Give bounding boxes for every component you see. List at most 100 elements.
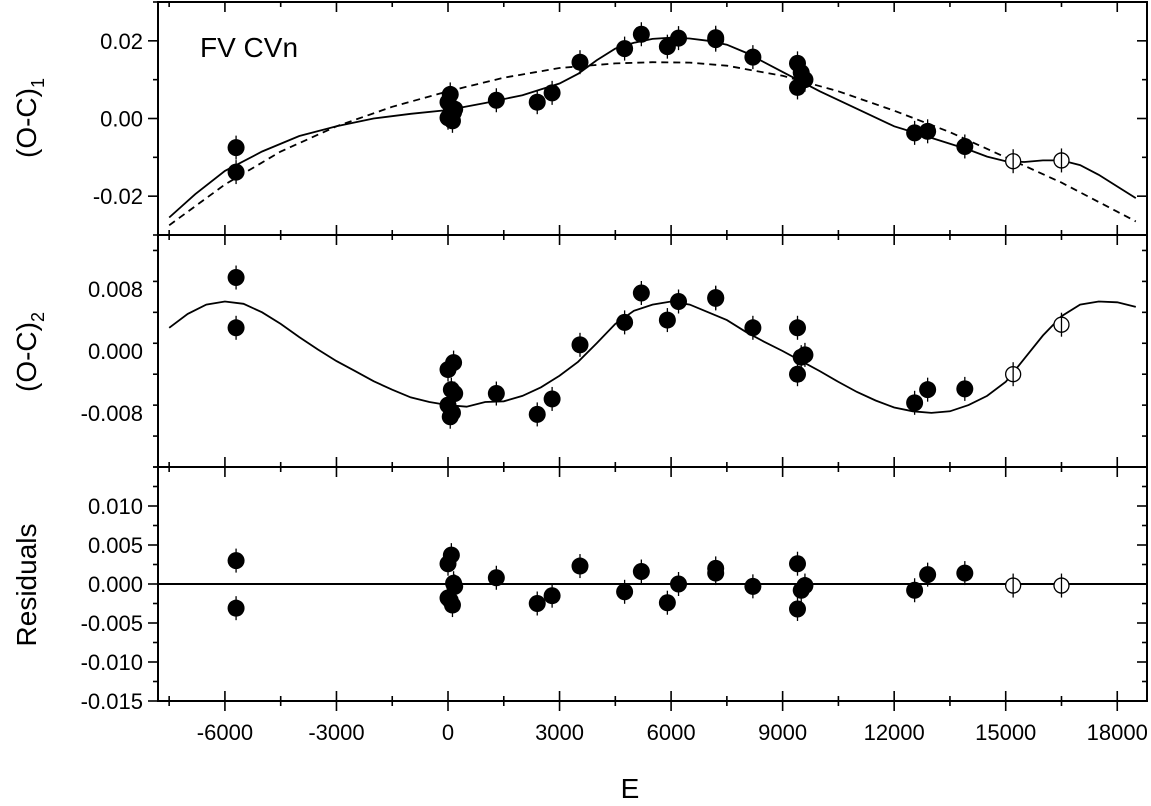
data-point-filled	[744, 574, 761, 598]
data-point-filled	[633, 281, 650, 305]
data-point-filled	[228, 136, 245, 160]
data-marker-filled	[956, 565, 973, 582]
data-marker-filled	[228, 319, 245, 336]
x-tick-label: 0	[442, 720, 454, 745]
series-group-top	[169, 22, 1136, 225]
data-point-filled	[744, 316, 761, 340]
y-tick-label: -0.008	[81, 401, 143, 426]
x-tick-label: 9000	[758, 720, 807, 745]
y-tick-label: -0.010	[81, 650, 143, 675]
data-marker-filled	[744, 319, 761, 336]
x-tick-label: 15000	[975, 720, 1036, 745]
data-point-open	[1006, 149, 1021, 173]
panel-middle: -0.0080.0000.008	[81, 235, 1147, 467]
series-group-bottom	[158, 543, 1147, 621]
panel-frame-middle	[158, 235, 1147, 467]
y-tick-label: 0.000	[88, 572, 143, 597]
data-marker-filled	[789, 555, 806, 572]
data-marker-filled	[744, 49, 761, 66]
data-marker-filled	[633, 26, 650, 43]
panel-bottom: -6000 -3000 0 3000 6000 9000 12000 15000 18000 -0…	[81, 467, 1148, 745]
x-tick-label: 6000	[647, 720, 696, 745]
y-axis-title-middle-subscript: 2	[28, 312, 48, 322]
data-marker-filled	[789, 366, 806, 383]
data-point-filled	[789, 597, 806, 621]
data-marker-filled	[444, 404, 461, 421]
data-marker-filled	[571, 54, 588, 71]
data-point-filled	[228, 266, 245, 290]
data-point-open	[1054, 313, 1069, 337]
x-tick-label: 12000	[864, 720, 925, 745]
data-marker-filled	[446, 385, 463, 402]
data-point-filled	[529, 402, 546, 426]
data-point-filled	[707, 286, 724, 310]
data-point-filled	[919, 119, 936, 143]
data-marker-filled	[444, 597, 461, 614]
x-tick-label: 3000	[535, 720, 584, 745]
data-marker-filled	[670, 30, 687, 47]
data-marker-filled	[616, 40, 633, 57]
data-point-filled	[707, 28, 724, 52]
data-point-filled	[906, 578, 923, 602]
data-marker-filled	[544, 84, 561, 101]
data-point-filled	[670, 290, 687, 314]
data-point-filled	[659, 308, 676, 332]
x-tick-label: -3000	[308, 720, 364, 745]
data-marker-filled	[670, 293, 687, 310]
star-name-annotation: FV CVn	[200, 32, 298, 63]
data-marker-filled	[670, 576, 687, 593]
data-marker-filled	[956, 138, 973, 155]
data-marker-filled	[446, 101, 463, 118]
data-point-open	[1054, 148, 1069, 172]
data-point-filled	[616, 37, 633, 61]
data-marker-filled	[956, 380, 973, 397]
solid-fit-curve	[169, 302, 1136, 413]
data-point-filled	[659, 591, 676, 615]
data-point-filled	[529, 90, 546, 114]
y-tick-label: 0.010	[88, 494, 143, 519]
data-point-filled	[488, 88, 505, 112]
data-marker-filled	[228, 164, 245, 181]
panel-frame-top	[158, 2, 1147, 235]
data-point-filled	[956, 134, 973, 158]
y-tick-label: -0.015	[81, 689, 143, 714]
data-marker-filled	[488, 569, 505, 586]
y-axis-title-middle-main: (O-C)	[11, 322, 42, 392]
data-marker-filled	[744, 578, 761, 595]
dashed-fit-curve	[169, 62, 1136, 225]
data-point-open	[1006, 574, 1021, 598]
data-marker-filled	[789, 600, 806, 617]
data-marker-filled	[529, 595, 546, 612]
data-marker-filled	[633, 563, 650, 580]
data-point-filled	[571, 554, 588, 578]
data-point-filled	[633, 560, 650, 584]
data-marker-filled	[906, 582, 923, 599]
data-marker-filled	[796, 577, 813, 594]
data-point-filled	[789, 362, 806, 386]
series-group-middle	[169, 266, 1136, 429]
data-marker-filled	[796, 71, 813, 88]
data-point-filled	[956, 561, 973, 585]
data-marker-filled	[544, 390, 561, 407]
data-point-filled	[956, 377, 973, 401]
data-marker-filled	[919, 123, 936, 140]
x-tick-label: -6000	[197, 720, 253, 745]
data-marker-filled	[659, 594, 676, 611]
y-axis-title-top: (O-C)1	[11, 78, 48, 158]
data-marker-filled	[488, 92, 505, 109]
data-marker-filled	[707, 565, 724, 582]
data-marker-filled	[228, 600, 245, 617]
data-marker-filled	[616, 583, 633, 600]
data-point-filled	[529, 592, 546, 616]
data-marker-filled	[488, 385, 505, 402]
data-point-filled	[228, 316, 245, 340]
data-marker-filled	[796, 346, 813, 363]
data-marker-filled	[544, 587, 561, 604]
data-point-filled	[544, 387, 561, 411]
y-tick-label: 0.000	[88, 339, 143, 364]
x-tick-label: 18000	[1087, 720, 1148, 745]
y-axis-title-top-main: (O-C)	[11, 88, 42, 158]
data-marker-filled	[919, 381, 936, 398]
data-marker-filled	[529, 94, 546, 111]
